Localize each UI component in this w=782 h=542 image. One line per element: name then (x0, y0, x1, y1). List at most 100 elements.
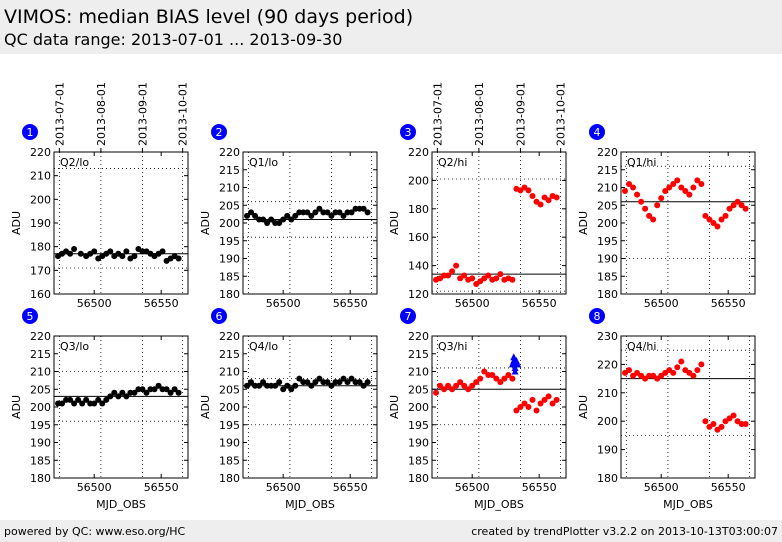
data-point (360, 382, 367, 389)
data-point (107, 248, 114, 255)
y-axis-label: ADU (199, 211, 212, 235)
y-tick-label: 215 (219, 164, 240, 177)
y-axis-label: ADU (10, 211, 23, 235)
y-tick-label: 190 (30, 437, 51, 450)
y-axis-label: ADU (577, 395, 590, 419)
plot-frame (53, 335, 189, 479)
data-point (513, 407, 520, 414)
data-point (710, 421, 717, 428)
data-point (288, 386, 295, 393)
y-tick-label: 200 (597, 217, 618, 230)
y-tick-label: 200 (408, 174, 429, 187)
panel-6: 180 185 190 195 200 205 210 215 220 56500 56550 ADU… (199, 308, 378, 511)
data-point (662, 188, 669, 195)
y-tick-label: 220 (30, 330, 51, 343)
date-tick-label: 2013-09-01 (136, 82, 149, 146)
y-tick-label: 210 (408, 366, 429, 379)
data-point (340, 212, 347, 219)
y-tick-label: 220 (597, 146, 618, 159)
data-point (509, 375, 516, 382)
data-point (541, 396, 548, 403)
data-point (449, 268, 456, 275)
data-point (115, 393, 122, 400)
data-point (119, 253, 126, 260)
data-point (304, 379, 311, 386)
data-point (537, 400, 544, 407)
y-axis-label: ADU (199, 395, 212, 419)
x-tick-label: 56550 (711, 297, 746, 310)
y-axis-label: ADU (10, 395, 23, 419)
y-tick-label: 220 (597, 358, 618, 371)
x-tick-label: 56550 (333, 297, 368, 310)
data-point (511, 363, 519, 371)
data-point (511, 367, 519, 375)
data-point (742, 205, 749, 212)
y-tick-label: 195 (597, 235, 618, 248)
data-point (99, 400, 106, 407)
data-point (510, 353, 518, 361)
data-point (308, 212, 315, 219)
y-tick-label: 185 (219, 270, 240, 283)
data-point (175, 389, 182, 396)
panel-2: 180 185 190 195 200 205 210 215 220 56500 56550 ADU… (199, 124, 378, 310)
panel-badge-number: 7 (405, 310, 412, 323)
panel-label: Q2/lo (60, 156, 89, 169)
data-point (738, 202, 745, 209)
data-point (501, 375, 508, 382)
y-axis-label: ADU (577, 211, 590, 235)
x-tick-label: 56550 (522, 481, 557, 494)
data-point (324, 379, 331, 386)
data-point (445, 272, 452, 279)
y-tick-label: 195 (219, 419, 240, 432)
data-point (260, 379, 267, 386)
panel-label: Q1/hi (627, 156, 656, 169)
data-point (525, 404, 532, 410)
y-tick-label: 200 (408, 401, 429, 414)
data-point (642, 205, 649, 212)
panel-8: 180 190 200 210 220 230 56500 56550 ADU MJD_OBS Q4… (577, 308, 756, 511)
header-bar: VIMOS: median BIAS level (90 days period… (0, 0, 782, 54)
y-tick-label: 205 (219, 199, 240, 212)
panel-label: Q2/hi (438, 156, 467, 169)
page-title: VIMOS: median BIAS level (90 days period… (4, 6, 414, 28)
data-point (324, 209, 331, 216)
data-point (473, 379, 480, 386)
data-point (514, 360, 522, 368)
data-point (694, 367, 701, 374)
data-point (123, 393, 130, 400)
panel-7: 180 185 190 195 200 205 210 215 220 56500 56550 ADU… (388, 308, 567, 511)
data-point (457, 379, 464, 386)
y-tick-label: 180 (597, 472, 618, 485)
data-point (67, 250, 74, 257)
panel-badge-number: 2 (216, 126, 223, 139)
data-point (646, 212, 653, 219)
y-tick-label: 185 (408, 454, 429, 467)
data-point (123, 248, 130, 255)
y-tick-label: 180 (408, 472, 429, 485)
y-tick-label: 210 (219, 366, 240, 379)
data-point (630, 184, 637, 191)
data-point (509, 276, 516, 283)
data-point (461, 272, 468, 279)
data-point (678, 184, 685, 191)
data-point (489, 372, 496, 379)
y-tick-label: 215 (219, 348, 240, 361)
y-tick-label: 200 (30, 193, 51, 206)
y-tick-label: 170 (30, 264, 51, 277)
data-point (702, 212, 709, 219)
plot-frame (431, 335, 567, 479)
data-point (71, 400, 78, 407)
y-tick-label: 185 (30, 454, 51, 467)
y-tick-label: 190 (219, 253, 240, 266)
data-point (336, 379, 343, 386)
data-point (477, 375, 484, 382)
y-axis-label: ADU (388, 395, 401, 419)
data-point (710, 220, 717, 226)
date-tick-label: 2013-07-01 (53, 82, 66, 146)
data-point (143, 389, 150, 396)
data-point (280, 216, 287, 223)
y-tick-label: 160 (408, 231, 429, 244)
data-point (521, 400, 528, 407)
data-point (678, 358, 685, 365)
data-point (658, 195, 665, 202)
